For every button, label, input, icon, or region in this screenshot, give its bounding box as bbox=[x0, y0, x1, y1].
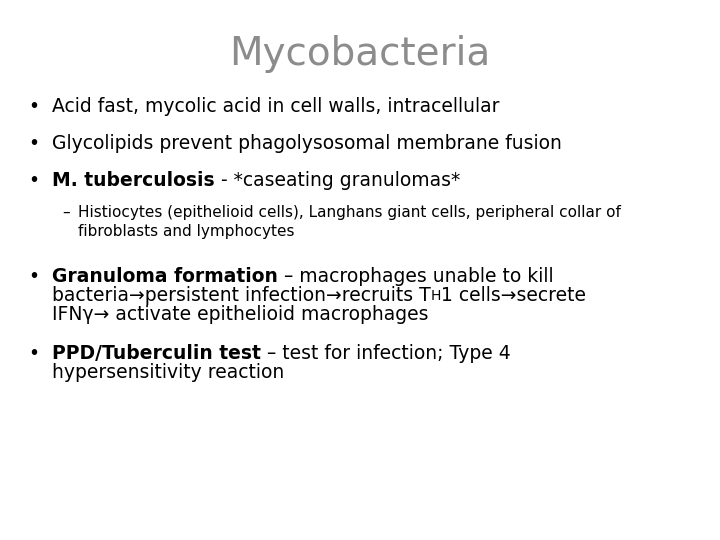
Text: Acid fast, mycolic acid in cell walls, intracellular: Acid fast, mycolic acid in cell walls, i… bbox=[52, 97, 500, 116]
Text: •: • bbox=[28, 267, 39, 286]
Text: hypersensitivity reaction: hypersensitivity reaction bbox=[52, 363, 284, 382]
Text: bacteria→persistent infection→recruits T: bacteria→persistent infection→recruits T bbox=[52, 286, 431, 305]
Text: Mycobacteria: Mycobacteria bbox=[230, 35, 490, 73]
Text: PPD/Tuberculin test: PPD/Tuberculin test bbox=[52, 344, 261, 363]
Text: 1 cells→secrete: 1 cells→secrete bbox=[441, 286, 586, 305]
Text: fibroblasts and lymphocytes: fibroblasts and lymphocytes bbox=[78, 224, 294, 239]
Text: IFNγ→ activate epithelioid macrophages: IFNγ→ activate epithelioid macrophages bbox=[52, 305, 428, 324]
Text: – macrophages unable to kill: – macrophages unable to kill bbox=[278, 267, 554, 286]
Text: •: • bbox=[28, 344, 39, 363]
Text: H: H bbox=[431, 289, 441, 303]
Text: M. tuberculosis: M. tuberculosis bbox=[52, 171, 215, 190]
Text: - *caseating granulomas*: - *caseating granulomas* bbox=[215, 171, 460, 190]
Text: Histiocytes (epithelioid cells), Langhans giant cells, peripheral collar of: Histiocytes (epithelioid cells), Langhan… bbox=[78, 205, 621, 220]
Text: –: – bbox=[62, 205, 70, 220]
Text: •: • bbox=[28, 97, 39, 116]
Text: – test for infection; Type 4: – test for infection; Type 4 bbox=[261, 344, 510, 363]
Text: Granuloma formation: Granuloma formation bbox=[52, 267, 278, 286]
Text: •: • bbox=[28, 134, 39, 153]
Text: Glycolipids prevent phagolysosomal membrane fusion: Glycolipids prevent phagolysosomal membr… bbox=[52, 134, 562, 153]
Text: •: • bbox=[28, 171, 39, 190]
